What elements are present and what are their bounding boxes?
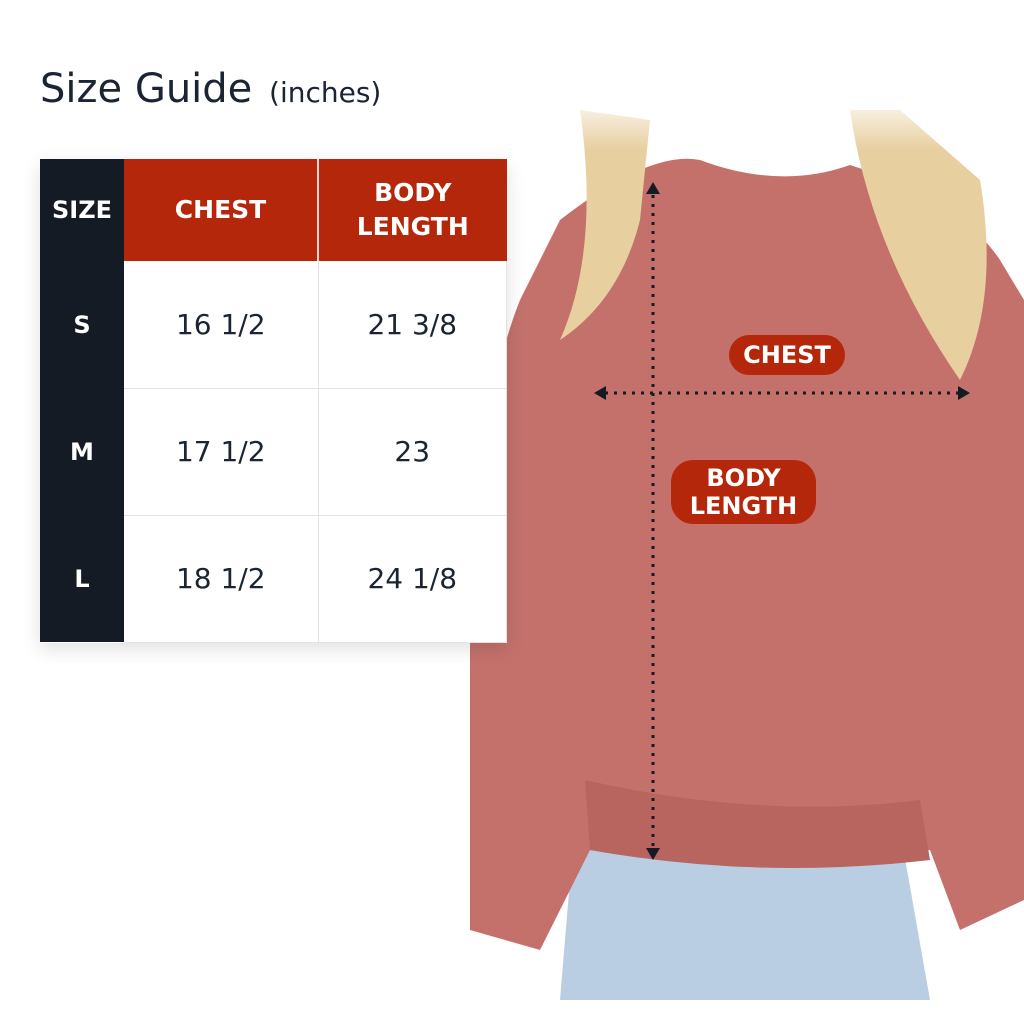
table-row: M 17 1/2 23 <box>40 388 507 516</box>
table-row: S 16 1/2 21 3/8 <box>40 261 507 389</box>
page-title: Size Guide (inches) <box>40 66 381 112</box>
header-size: SIZE <box>40 159 124 261</box>
sweatshirt-hem <box>585 780 930 868</box>
body-length-label-line2: LENGTH <box>689 492 798 520</box>
table-row: L 18 1/2 24 1/8 <box>40 515 507 643</box>
chest-cell: 16 1/2 <box>124 261 319 389</box>
chest-label: CHEST <box>729 335 845 375</box>
sweatshirt-body <box>470 158 1024 950</box>
title-text: Size Guide <box>40 66 253 112</box>
header-chest: CHEST <box>124 159 319 261</box>
body-length-label: BODY LENGTH <box>671 460 816 524</box>
body-length-arrow <box>605 195 958 848</box>
body-length-cell: 21 3/8 <box>318 261 507 389</box>
header-body-length-line2: LENGTH <box>356 212 469 241</box>
hair-right <box>850 110 987 380</box>
body-length-label-line1: BODY <box>706 464 781 492</box>
hair-left <box>560 110 650 340</box>
model-sweatshirt-image <box>440 90 1024 1000</box>
body-length-cell: 24 1/8 <box>318 515 507 643</box>
chest-cell: 18 1/2 <box>124 515 319 643</box>
chest-cell: 17 1/2 <box>124 388 319 516</box>
size-cell: M <box>40 388 124 515</box>
header-body-length: BODY LENGTH <box>318 159 507 261</box>
header-body-length-line1: BODY <box>374 178 452 207</box>
body-length-cell: 23 <box>318 388 507 516</box>
table-header-row: SIZE CHEST BODY LENGTH <box>40 159 507 261</box>
size-table: SIZE CHEST BODY LENGTH S 16 1/2 21 3/8 M … <box>40 159 507 643</box>
arrowheads <box>594 182 970 860</box>
size-cell: S <box>40 261 124 388</box>
size-cell: L <box>40 515 124 642</box>
title-unit: (inches) <box>269 76 382 109</box>
